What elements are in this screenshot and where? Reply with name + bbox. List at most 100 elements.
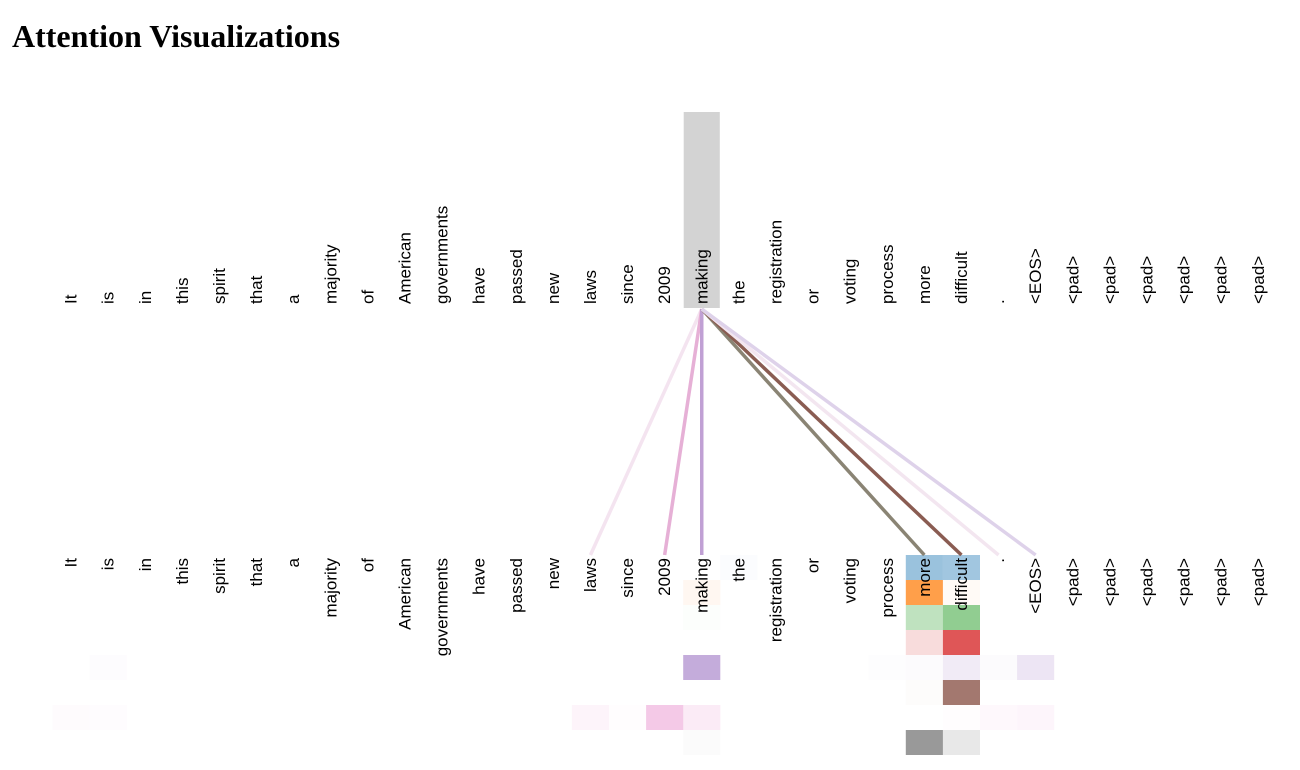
query-token[interactable]: new	[544, 272, 563, 304]
key-tokens: It is in this spirit that a majority of American g…	[62, 557, 1268, 656]
attention-cell	[683, 730, 720, 755]
key-token[interactable]: in	[136, 558, 155, 571]
attention-cell	[905, 580, 943, 605]
attention-line	[588, 308, 704, 556]
query-token[interactable]: American	[395, 232, 414, 304]
query-token[interactable]: <pad>	[1137, 256, 1156, 304]
query-token[interactable]: <pad>	[1063, 256, 1082, 304]
query-token[interactable]: in	[136, 291, 155, 304]
key-token[interactable]: or	[804, 558, 823, 573]
key-token[interactable]: <pad>	[1212, 558, 1231, 606]
key-token[interactable]: governments	[433, 558, 452, 656]
attention-cell	[90, 705, 127, 730]
attention-cell	[571, 705, 609, 730]
query-token[interactable]: voting	[841, 259, 860, 304]
query-token[interactable]: passed	[507, 249, 526, 304]
key-token[interactable]: voting	[841, 558, 860, 603]
key-token[interactable]: that	[247, 558, 266, 587]
attention-cell	[1017, 705, 1055, 730]
attention-cell	[942, 730, 980, 755]
key-token[interactable]: 2009	[655, 558, 674, 596]
attention-cell	[1017, 655, 1055, 680]
query-token[interactable]: more	[915, 265, 934, 304]
attention-heatmap	[53, 555, 1055, 755]
query-token[interactable]: <pad>	[1249, 256, 1268, 304]
query-token[interactable]: process	[878, 244, 897, 304]
query-token[interactable]: or	[804, 289, 823, 304]
query-token[interactable]: .	[989, 299, 1008, 304]
query-token[interactable]: laws	[581, 270, 600, 304]
query-token[interactable]: that	[247, 275, 266, 304]
key-token[interactable]: <pad>	[1100, 558, 1119, 606]
key-token[interactable]: passed	[507, 558, 526, 613]
attention-cell	[609, 705, 646, 730]
key-token[interactable]: this	[173, 558, 192, 584]
query-token[interactable]: It	[62, 294, 81, 304]
key-token[interactable]: laws	[581, 558, 600, 592]
attention-cell	[646, 705, 684, 730]
key-token[interactable]: of	[358, 558, 377, 572]
key-token[interactable]: majority	[321, 558, 340, 618]
attention-cell	[905, 630, 943, 655]
query-token[interactable]: <pad>	[1212, 256, 1231, 304]
query-token[interactable]: spirit	[210, 268, 229, 304]
key-token[interactable]: new	[544, 557, 563, 589]
query-tokens: It is in this spirit that a majority of American g…	[62, 206, 1268, 304]
key-token[interactable]: spirit	[210, 558, 229, 594]
query-token[interactable]: majority	[321, 244, 340, 304]
query-token[interactable]: 2009	[655, 266, 674, 304]
attention-cell	[980, 705, 1018, 730]
query-token[interactable]: making	[692, 249, 711, 304]
query-token[interactable]: difficult	[952, 251, 971, 304]
attention-cell	[942, 655, 980, 680]
attention-cell	[53, 705, 90, 730]
query-token[interactable]: of	[358, 290, 377, 304]
key-token[interactable]: a	[284, 557, 303, 567]
query-token[interactable]: this	[173, 278, 192, 304]
attention-cell	[942, 580, 980, 605]
query-token[interactable]: is	[99, 292, 118, 304]
query-token[interactable]: <EOS>	[1026, 248, 1045, 304]
key-token[interactable]: have	[470, 558, 489, 595]
query-token[interactable]: governments	[433, 206, 452, 304]
attention-cell	[942, 630, 980, 655]
attention-lines	[588, 307, 1037, 557]
key-token[interactable]: registration	[766, 558, 785, 642]
attention-cell	[683, 705, 721, 730]
query-token[interactable]: the	[729, 280, 748, 304]
attention-line	[700, 307, 963, 557]
query-token[interactable]: registration	[766, 220, 785, 304]
key-token[interactable]: <pad>	[1175, 558, 1194, 606]
key-token[interactable]: the	[729, 558, 748, 582]
query-token[interactable]: a	[284, 294, 303, 304]
attention-cell	[943, 705, 980, 730]
attention-cell	[906, 655, 943, 680]
key-token[interactable]: process	[878, 558, 897, 618]
attention-line	[662, 308, 704, 556]
attention-cell	[942, 680, 980, 705]
key-token[interactable]: making	[692, 558, 711, 613]
key-token[interactable]: American	[395, 558, 414, 630]
attention-cell	[905, 555, 943, 580]
key-token[interactable]: It	[62, 558, 81, 568]
highlight-layer	[683, 112, 720, 308]
key-token[interactable]: more	[915, 558, 934, 597]
query-token[interactable]: <pad>	[1175, 256, 1194, 304]
key-token[interactable]: <pad>	[1063, 558, 1082, 606]
key-token[interactable]: since	[618, 558, 637, 598]
query-token[interactable]: since	[618, 264, 637, 304]
key-token[interactable]: is	[99, 558, 118, 570]
attention-cell	[906, 680, 943, 705]
attention-line	[700, 307, 1000, 557]
key-token[interactable]: <pad>	[1249, 558, 1268, 606]
query-token[interactable]: <pad>	[1100, 256, 1119, 304]
key-token[interactable]: <pad>	[1137, 558, 1156, 606]
attention-cell	[90, 655, 127, 680]
attention-cell	[869, 655, 906, 680]
key-token[interactable]: .	[989, 558, 1008, 563]
selected-token-highlight	[683, 112, 720, 308]
attention-cell	[980, 655, 1017, 680]
key-token[interactable]: difficult	[952, 558, 971, 611]
query-token[interactable]: have	[470, 267, 489, 304]
key-token[interactable]: <EOS>	[1026, 558, 1045, 614]
